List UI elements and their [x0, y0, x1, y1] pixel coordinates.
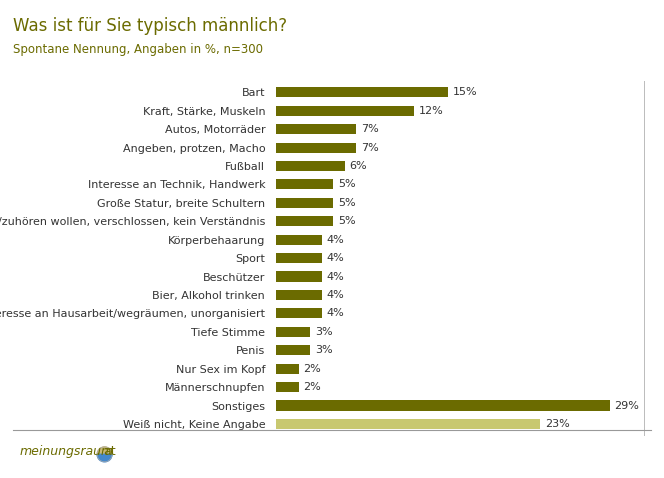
Bar [276, 161, 345, 171]
Wedge shape [97, 454, 112, 462]
Text: 7%: 7% [361, 124, 378, 134]
Bar [276, 106, 414, 116]
Text: 29%: 29% [614, 401, 639, 411]
Bar [276, 179, 333, 189]
Bar [276, 272, 321, 282]
Bar [276, 253, 321, 263]
Bar [276, 124, 356, 134]
Bar [276, 401, 610, 411]
Text: Was ist für Sie typisch männlich?: Was ist für Sie typisch männlich? [13, 17, 288, 35]
Bar [276, 364, 299, 374]
Text: 4%: 4% [326, 290, 344, 300]
Bar [276, 87, 448, 98]
Text: at: at [103, 445, 116, 458]
Text: 12%: 12% [418, 106, 443, 116]
Text: 6%: 6% [349, 161, 367, 171]
Text: 4%: 4% [326, 235, 344, 245]
Text: Spontane Nennung, Angaben in %, n=300: Spontane Nennung, Angaben in %, n=300 [13, 43, 264, 56]
Bar [276, 290, 321, 300]
Text: 3%: 3% [315, 327, 333, 337]
Text: 5%: 5% [338, 198, 355, 208]
Text: meinungsraum: meinungsraum [20, 445, 114, 458]
Wedge shape [97, 447, 112, 454]
Bar [276, 308, 321, 318]
Text: 3%: 3% [315, 345, 333, 355]
Text: 7%: 7% [361, 142, 378, 152]
Bar [276, 327, 310, 337]
Text: 2%: 2% [303, 382, 321, 392]
Text: 4%: 4% [326, 308, 344, 318]
Text: 15%: 15% [453, 87, 477, 98]
Text: 4%: 4% [326, 272, 344, 282]
Bar [276, 419, 540, 429]
Bar [276, 216, 333, 227]
Bar [276, 345, 310, 355]
Text: 4%: 4% [326, 253, 344, 263]
Bar [276, 142, 356, 152]
Bar [276, 382, 299, 392]
Bar [276, 235, 321, 245]
Text: 5%: 5% [338, 179, 355, 189]
Text: 23%: 23% [545, 419, 570, 429]
Bar [276, 198, 333, 208]
Text: 5%: 5% [338, 216, 355, 226]
Text: 2%: 2% [303, 364, 321, 374]
